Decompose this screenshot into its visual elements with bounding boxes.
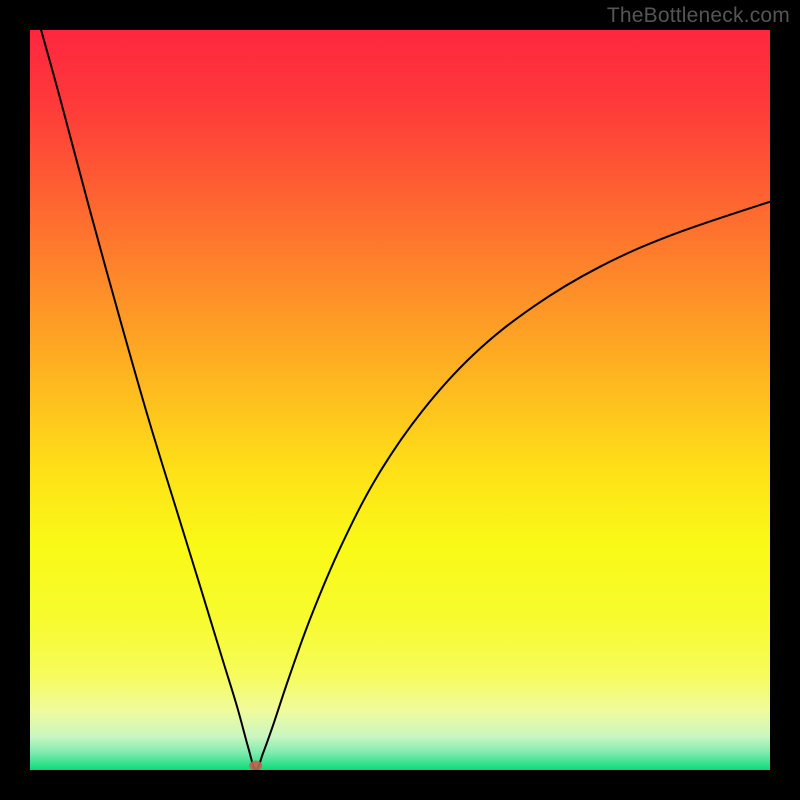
watermark-text: TheBottleneck.com (607, 4, 790, 28)
plot-svg (30, 30, 770, 770)
plot-area (30, 30, 770, 770)
plot-background (30, 30, 770, 770)
chart-frame: TheBottleneck.com (0, 0, 800, 800)
